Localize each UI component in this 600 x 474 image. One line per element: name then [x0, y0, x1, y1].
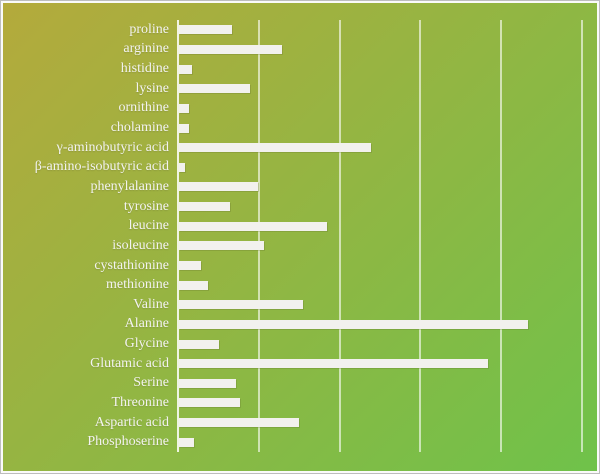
bar-track: [177, 432, 597, 452]
bar-row: phenylalanine: [3, 177, 597, 197]
bar-track: [177, 275, 597, 295]
bar-track: [177, 216, 597, 236]
bar: [179, 202, 230, 212]
bar: [179, 162, 185, 172]
bar-row: cystathionine: [3, 256, 597, 276]
bar-track: [177, 256, 597, 276]
category-label: γ-aminobutyric acid: [56, 139, 169, 155]
bar-track: [177, 177, 597, 197]
bar-track: [177, 295, 597, 315]
bar-track: [177, 20, 597, 40]
bar-row: arginine: [3, 40, 597, 60]
gridline: [419, 20, 422, 452]
bar-row: Phosphoserine: [3, 432, 597, 452]
bar-row: lysine: [3, 79, 597, 99]
bar-row: Alanine: [3, 315, 597, 335]
bar: [179, 25, 232, 35]
bar-row: isoleucine: [3, 236, 597, 256]
category-label: β-amino-isobutyric acid: [34, 159, 169, 175]
bar: [179, 319, 528, 329]
category-label: Alanine: [124, 316, 169, 332]
category-label: Threonine: [111, 394, 169, 410]
bar: [179, 64, 192, 74]
bar-track: [177, 354, 597, 374]
category-label: Glutamic acid: [90, 355, 169, 371]
bar: [179, 359, 488, 369]
bar-row: Serine: [3, 374, 597, 394]
bar-track: [177, 59, 597, 79]
bar-track: [177, 99, 597, 119]
gridline: [500, 20, 503, 452]
bar-row: Glycine: [3, 334, 597, 354]
bar-row: Aspartic acid: [3, 413, 597, 433]
category-label: Phosphoserine: [87, 434, 169, 450]
bar: [179, 143, 372, 153]
bar: [179, 398, 240, 408]
bar-track: [177, 334, 597, 354]
bar-row: Valine: [3, 295, 597, 315]
bar-track: [177, 393, 597, 413]
bar-track: [177, 315, 597, 335]
bar: [179, 378, 236, 388]
chart-plot-area: proline arginine histidine lysine ornithine c…: [3, 3, 597, 471]
category-label: isoleucine: [112, 237, 169, 253]
category-label: ornithine: [118, 100, 169, 116]
category-label: methionine: [106, 277, 169, 293]
bar: [179, 182, 259, 192]
category-label: tyrosine: [123, 198, 169, 214]
bar-track: [177, 79, 597, 99]
bar: [179, 437, 195, 447]
bar: [179, 84, 251, 94]
bar: [179, 280, 209, 290]
category-label: cholamine: [110, 120, 169, 136]
category-label: Serine: [133, 375, 169, 391]
bar-row: Threonine: [3, 393, 597, 413]
gridline: [257, 20, 260, 452]
bar: [179, 123, 189, 133]
bar-row: ornithine: [3, 99, 597, 119]
bar: [179, 339, 220, 349]
category-label: Valine: [133, 296, 169, 312]
category-label: lysine: [135, 80, 169, 96]
gridline: [338, 20, 341, 452]
bar-track: [177, 40, 597, 60]
bar-track: [177, 374, 597, 394]
gridlines-layer: [177, 20, 597, 452]
bar-row: Glutamic acid: [3, 354, 597, 374]
bar: [179, 418, 300, 428]
bar-rows-container: proline arginine histidine lysine ornithine c…: [3, 20, 597, 452]
bar: [179, 261, 201, 270]
bar-track: [177, 138, 597, 158]
category-label: histidine: [120, 61, 169, 77]
y-axis-line: [177, 20, 179, 452]
bar-track: [177, 157, 597, 177]
bar: [179, 103, 189, 113]
bar-row: leucine: [3, 216, 597, 236]
category-label: leucine: [128, 218, 169, 234]
bar-row: methionine: [3, 275, 597, 295]
bar-track: [177, 197, 597, 217]
bar-row: histidine: [3, 59, 597, 79]
bar: [179, 300, 303, 310]
bar-track: [177, 413, 597, 433]
bar-row: γ-aminobutyric acid: [3, 138, 597, 158]
category-label: phenylalanine: [90, 178, 169, 194]
category-label: arginine: [123, 41, 169, 57]
category-label: Aspartic acid: [94, 414, 169, 430]
bar-track: [177, 118, 597, 138]
bar-row: cholamine: [3, 118, 597, 138]
gridline: [580, 20, 583, 452]
bar: [179, 44, 282, 54]
category-label: Glycine: [124, 336, 169, 352]
bar-row: β-amino-isobutyric acid: [3, 157, 597, 177]
bar-row: tyrosine: [3, 197, 597, 217]
category-label: proline: [129, 21, 169, 37]
bar: [179, 221, 327, 231]
bar-track: [177, 236, 597, 256]
bar-row: proline: [3, 20, 597, 40]
category-label: cystathionine: [94, 257, 169, 273]
bar: [179, 241, 264, 251]
